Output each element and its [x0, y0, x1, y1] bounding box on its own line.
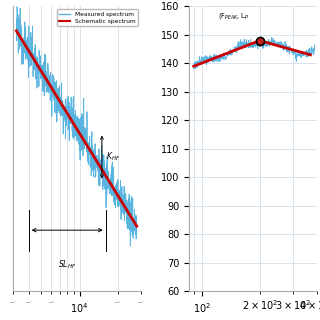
Text: $K_{HF}$: $K_{HF}$	[106, 151, 120, 163]
Text: $SL_{HF}$: $SL_{HF}$	[58, 259, 76, 271]
Text: (F$_{PEAK}$, L$_{P}$: (F$_{PEAK}$, L$_{P}$	[218, 11, 249, 20]
Legend: Measured spectrum, Schematic spectrum: Measured spectrum, Schematic spectrum	[57, 9, 138, 26]
